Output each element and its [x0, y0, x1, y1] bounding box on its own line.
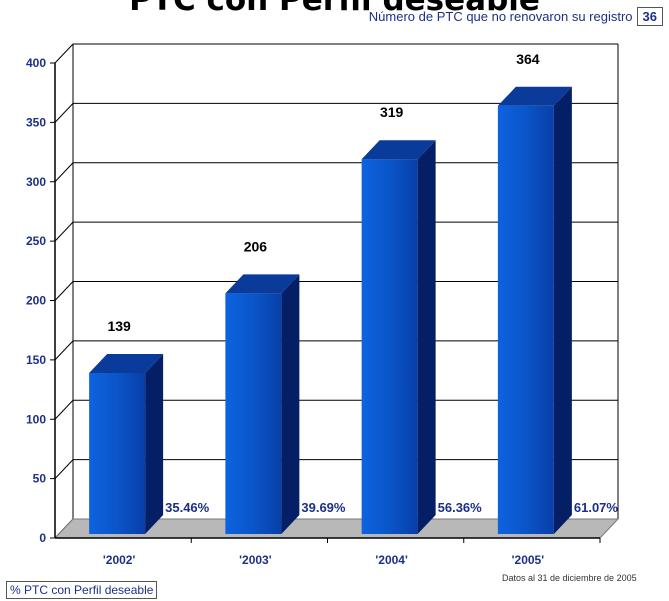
gridline-diagonal — [54, 459, 74, 479]
y-tick-label: 350 — [26, 115, 46, 129]
gridline-diagonal — [54, 43, 74, 64]
gridline-diagonal — [54, 162, 74, 183]
gridline-diagonal — [54, 281, 74, 301]
bar — [497, 105, 554, 534]
ptc-not-renewed-note: Número de PTC que no renovaron su regist… — [369, 7, 663, 26]
bar-side — [553, 86, 572, 534]
bar-percent-label: 56.36% — [438, 500, 483, 515]
y-tick-label: 50 — [33, 472, 47, 486]
bar-top — [361, 140, 436, 160]
y-tick-label: 100 — [26, 412, 46, 426]
y-tick-label: 300 — [26, 175, 46, 189]
x-tick-label: '2003' — [239, 553, 272, 567]
ptc-not-renewed-value: 36 — [636, 7, 663, 26]
bar-side — [281, 274, 300, 534]
bar-side — [417, 140, 436, 534]
y-tick-label: 150 — [26, 353, 46, 367]
bar-value-label: 139 — [107, 318, 131, 334]
x-tick-label: '2002' — [103, 553, 136, 567]
x-tick-label: '2004' — [375, 553, 408, 567]
bar-percent-label: 61.07% — [574, 500, 619, 515]
bar-top — [225, 274, 300, 294]
bar-top — [497, 86, 572, 106]
gridline-diagonal — [54, 221, 74, 242]
y-tick-label: 250 — [26, 234, 46, 248]
gridline-diagonal — [54, 399, 74, 420]
bar-side — [145, 353, 164, 534]
bar — [361, 159, 418, 534]
legend-percent-ptc: % PTC con Perfil deseable — [6, 581, 158, 599]
y-tick-label: 400 — [26, 56, 46, 70]
data-date-footnote: Datos al 31 de diciembre de 2005 — [502, 573, 637, 583]
bar-value-label: 206 — [244, 238, 268, 254]
x-tick-label: '2005' — [512, 553, 545, 567]
y-tick-label: 0 — [39, 531, 46, 545]
bar-value-label: 319 — [380, 104, 404, 120]
bar-top — [89, 353, 164, 373]
ptc-not-renewed-label: Número de PTC que no renovaron su regist… — [368, 9, 633, 24]
gridline-diagonal — [54, 103, 74, 123]
chart-title: PTC con Perfil deseable — [129, 0, 540, 18]
y-tick-label: 200 — [26, 294, 46, 308]
bar — [89, 372, 146, 534]
bar-percent-label: 35.46% — [165, 500, 210, 515]
bar — [225, 293, 282, 534]
bar-percent-label: 39.69% — [301, 500, 346, 515]
bar-value-label: 364 — [516, 51, 540, 67]
gridline-diagonal — [54, 340, 74, 361]
